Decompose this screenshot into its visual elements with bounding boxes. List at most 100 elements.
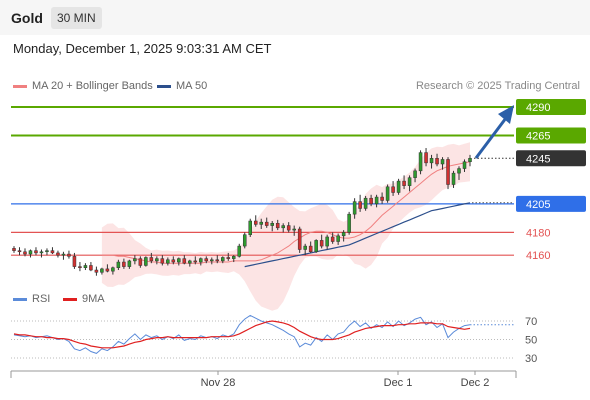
candle-body bbox=[259, 221, 263, 225]
candle bbox=[155, 256, 159, 265]
legend-rsi-label: RSI bbox=[32, 293, 51, 305]
candle-body bbox=[56, 252, 60, 256]
candle bbox=[424, 148, 428, 167]
candle-body bbox=[385, 186, 390, 201]
candle bbox=[78, 262, 82, 272]
candle-body bbox=[116, 261, 121, 268]
candle bbox=[199, 257, 203, 266]
level-label-4265: 4265 bbox=[526, 131, 550, 143]
candle-body bbox=[17, 250, 22, 253]
candle-body bbox=[297, 228, 302, 250]
candle-body bbox=[429, 158, 434, 164]
candle bbox=[451, 170, 456, 188]
candle bbox=[396, 178, 401, 195]
candle-body bbox=[281, 225, 285, 229]
candle bbox=[374, 194, 379, 208]
candle-body bbox=[50, 250, 55, 254]
candle bbox=[67, 250, 71, 259]
candle bbox=[149, 252, 154, 264]
candle bbox=[105, 264, 110, 273]
level-label-4205: 4205 bbox=[526, 199, 550, 211]
legend-ma20-label: MA 20 + Bollinger Bands bbox=[32, 80, 153, 92]
candle bbox=[23, 248, 27, 257]
candle-body bbox=[72, 256, 77, 267]
candle bbox=[248, 218, 253, 237]
candle-body bbox=[270, 223, 274, 226]
candle-body bbox=[231, 256, 236, 259]
candle bbox=[127, 259, 132, 269]
candle bbox=[281, 223, 285, 233]
candle bbox=[286, 222, 291, 233]
candle-body bbox=[440, 159, 445, 165]
candle-body bbox=[358, 201, 362, 209]
candle-body bbox=[39, 251, 44, 254]
symbol-title[interactable]: Gold bbox=[11, 10, 43, 26]
rsi-tick-70: 70 bbox=[525, 316, 537, 328]
candle-body bbox=[149, 257, 154, 262]
candle bbox=[138, 256, 143, 268]
candle bbox=[166, 257, 170, 266]
candle-body bbox=[325, 236, 329, 247]
candle bbox=[204, 256, 209, 264]
legend-ma50: MA 50 bbox=[157, 80, 207, 92]
candle bbox=[369, 194, 373, 207]
candle bbox=[391, 181, 395, 196]
candle-body bbox=[237, 245, 242, 257]
legend-rsi: RSI bbox=[13, 293, 50, 305]
candle-body bbox=[413, 170, 417, 178]
candle bbox=[352, 198, 357, 219]
candle bbox=[341, 230, 346, 242]
candle bbox=[50, 247, 55, 255]
candle bbox=[418, 150, 423, 175]
candle-body bbox=[451, 172, 456, 185]
candle-body bbox=[144, 257, 148, 266]
candle-body bbox=[67, 253, 71, 257]
candle-body bbox=[396, 180, 401, 193]
candle bbox=[314, 239, 318, 253]
ma9-swatch bbox=[63, 297, 77, 301]
candle bbox=[358, 194, 362, 212]
candle bbox=[457, 166, 461, 180]
candle-body bbox=[446, 159, 450, 185]
candle bbox=[39, 249, 44, 258]
candle bbox=[270, 221, 274, 232]
candle-body bbox=[28, 250, 33, 255]
candle-body bbox=[155, 258, 159, 262]
candle-body bbox=[160, 258, 165, 264]
candle-body bbox=[242, 234, 247, 247]
candle bbox=[160, 255, 165, 266]
candle-body bbox=[264, 221, 269, 226]
candle bbox=[100, 267, 104, 275]
candle-body bbox=[248, 220, 253, 235]
candle bbox=[45, 248, 49, 256]
candle-body bbox=[303, 245, 307, 250]
candle bbox=[308, 241, 313, 253]
candle-body bbox=[177, 258, 181, 263]
level-tag-4265 bbox=[516, 127, 586, 144]
candle bbox=[28, 249, 33, 258]
candle-body bbox=[314, 240, 318, 253]
timeframe-button[interactable]: 30 MIN bbox=[51, 7, 102, 29]
candle-body bbox=[369, 197, 373, 205]
candle-body bbox=[347, 213, 351, 233]
candle bbox=[72, 252, 77, 269]
legend-ma9: 9MA bbox=[63, 293, 105, 305]
rsi-tick-30: 30 bbox=[525, 353, 537, 365]
candle-body bbox=[204, 258, 209, 262]
rsi-swatch bbox=[13, 297, 27, 301]
candle bbox=[275, 219, 280, 231]
candle-body bbox=[457, 168, 461, 174]
candle-body bbox=[182, 258, 187, 264]
candle-body bbox=[319, 240, 324, 247]
candle bbox=[182, 255, 187, 265]
candle-body bbox=[435, 158, 439, 165]
candle-body bbox=[12, 248, 16, 251]
candle-body bbox=[424, 152, 428, 164]
candle-body bbox=[226, 257, 231, 259]
candle-body bbox=[61, 253, 66, 256]
candle-body bbox=[418, 152, 423, 172]
candle-body bbox=[391, 186, 395, 193]
candle bbox=[303, 243, 307, 256]
candle bbox=[385, 184, 390, 203]
